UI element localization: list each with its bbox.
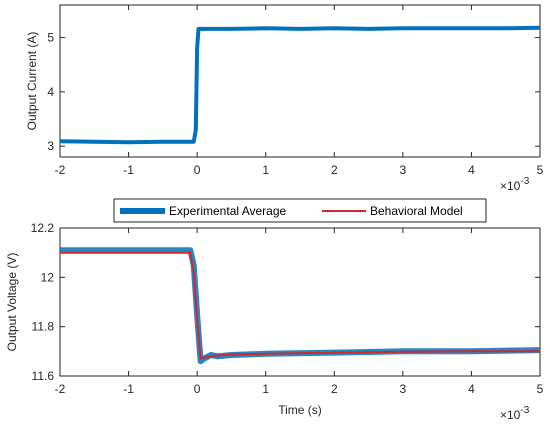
current-x-tick-label: 2 <box>331 163 338 177</box>
voltage-y-tick-label: 12 <box>41 270 55 284</box>
voltage-x-tick-label: 1 <box>262 382 269 396</box>
current-y-axis-label: Output Current (A) <box>25 32 39 131</box>
voltage-y-tick-label: 12.2 <box>31 221 55 235</box>
voltage-y-tick-label: 11.8 <box>32 320 55 334</box>
voltage-x-multiplier-base: ×10 <box>500 408 521 422</box>
voltage-x-tick-label: 2 <box>331 382 338 396</box>
current-x-tick-label: 0 <box>194 163 201 177</box>
legend-box <box>113 198 487 223</box>
voltage-x-multiplier-exponent: -3 <box>520 405 529 416</box>
voltage-x-ticks: -2 -1 0 1 2 3 4 5 <box>55 228 544 396</box>
legend-label-behavioral: Behavioral Model <box>370 204 463 218</box>
current-x-multiplier-exponent: -3 <box>520 176 529 187</box>
voltage-x-multiplier: ×10-3 <box>500 405 530 422</box>
current-y-tick-label: 4 <box>47 85 54 99</box>
current-x-multiplier-base: ×10 <box>500 179 521 193</box>
voltage-x-tick-label: 3 <box>400 382 407 396</box>
voltage-x-tick-label: -2 <box>55 382 66 396</box>
current-series-line-1 <box>59 25 541 145</box>
current-x-tick-label: 3 <box>400 163 407 177</box>
current-x-tick-label: -2 <box>55 163 66 177</box>
voltage-y-ticks: 11.6 11.8 12 12.2 <box>31 221 540 383</box>
voltage-series-group <box>60 247 541 365</box>
voltage-x-tick-label: 0 <box>194 382 201 396</box>
current-x-tick-label: -1 <box>123 163 134 177</box>
voltage-x-tick-label: 4 <box>468 382 475 396</box>
current-x-tick-label: 5 <box>537 163 544 177</box>
voltage-x-tick-label: 5 <box>537 382 544 396</box>
current-y-tick-label: 3 <box>47 139 54 153</box>
voltage-series-line-2 <box>60 251 540 360</box>
current-y-tick-label: 5 <box>47 31 54 45</box>
current-series-group <box>59 25 541 145</box>
current-y-ticks: 3 4 5 <box>47 31 540 153</box>
current-x-tick-label: 4 <box>468 163 475 177</box>
legend: Experimental Average Behavioral Model <box>113 198 487 223</box>
voltage-y-tick-label: 11.6 <box>32 369 55 383</box>
voltage-y-axis-label: Output Voltage (V) <box>5 253 19 352</box>
current-chart: -2 -1 0 1 2 3 4 5 3 4 5 Output Current (A) ×10-3 <box>25 4 544 193</box>
voltage-x-tick-label: -1 <box>123 382 134 396</box>
current-x-multiplier: ×10-3 <box>500 176 530 193</box>
legend-label-experimental: Experimental Average <box>169 204 287 218</box>
current-x-ticks: -2 -1 0 1 2 3 4 5 <box>55 5 544 177</box>
voltage-x-axis-label: Time (s) <box>278 403 322 417</box>
current-x-tick-label: 1 <box>262 163 269 177</box>
